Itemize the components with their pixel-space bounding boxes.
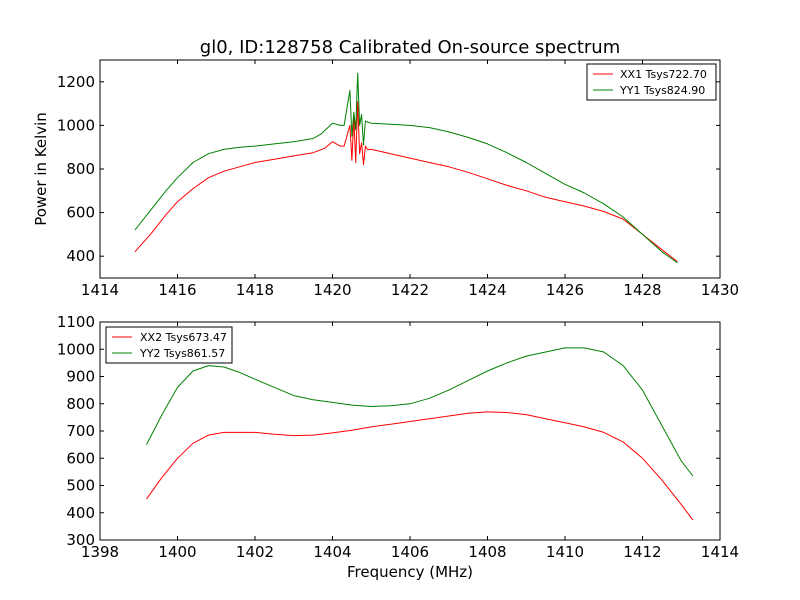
y-tick-label: 1100 bbox=[57, 313, 95, 331]
y-tick-label: 800 bbox=[66, 160, 95, 178]
legend-label-xx2: XX2 Tsys673.47 bbox=[140, 331, 227, 344]
x-tick-label: 1424 bbox=[468, 281, 506, 299]
x-tick-label: 1430 bbox=[701, 281, 739, 299]
x-tick-label: 1412 bbox=[623, 543, 661, 561]
x-tick-label: 1408 bbox=[468, 543, 506, 561]
y-tick-label: 500 bbox=[66, 477, 95, 495]
x-tick-label: 1414 bbox=[701, 543, 739, 561]
x-tick-label: 1400 bbox=[158, 543, 196, 561]
series-line-yy1 bbox=[134, 72, 678, 264]
x-tick-label: 1428 bbox=[623, 281, 661, 299]
y-tick-label: 1000 bbox=[57, 116, 95, 134]
y-tick-label: 600 bbox=[66, 449, 95, 467]
bottom-panel-legend: XX2 Tsys673.47 YY2 Tsys861.57 bbox=[105, 326, 233, 364]
x-tick-label: 1404 bbox=[313, 543, 351, 561]
legend-label-xx1: XX1 Tsys722.70 bbox=[620, 68, 707, 81]
x-tick-label: 1406 bbox=[391, 543, 429, 561]
series-line-xx1 bbox=[134, 100, 678, 262]
top-panel: 1414 1416 1418 1420 1422 1424 1426 1428 1430 400 6… bbox=[57, 59, 739, 299]
chart-title: gl0, ID:128758 Calibrated On-source spec… bbox=[200, 37, 620, 58]
y-axis-label: Power in Kelvin bbox=[32, 112, 50, 226]
y-tick-label: 700 bbox=[66, 422, 95, 440]
x-tick-label: 1402 bbox=[236, 543, 274, 561]
series-line-yy2 bbox=[146, 347, 694, 477]
x-tick-label: 1410 bbox=[546, 543, 584, 561]
y-tick-label: 400 bbox=[66, 504, 95, 522]
top-panel-legend: XX1 Tsys722.70 YY1 Tsys824.90 bbox=[586, 63, 717, 101]
legend-label-yy1: YY1 Tsys824.90 bbox=[619, 84, 705, 97]
bottom-panel-lines bbox=[146, 347, 694, 521]
x-tick-label: 1418 bbox=[236, 281, 274, 299]
top-legend-box bbox=[586, 63, 717, 101]
y-tick-label: 900 bbox=[66, 368, 95, 386]
top-panel-lines bbox=[134, 72, 678, 264]
y-tick-label: 800 bbox=[66, 395, 95, 413]
x-tick-label: 1414 bbox=[81, 281, 119, 299]
y-tick-label: 400 bbox=[66, 247, 95, 265]
y-tick-label: 1000 bbox=[57, 340, 95, 358]
x-tick-label: 1420 bbox=[313, 281, 351, 299]
y-tick-label: 1200 bbox=[57, 73, 95, 91]
bottom-panel-ticks: 1398 1400 1402 1404 1406 1408 1410 1412 1414 300 4… bbox=[57, 313, 739, 561]
series-line-xx2 bbox=[146, 411, 694, 521]
x-tick-label: 1426 bbox=[546, 281, 584, 299]
bottom-legend-box bbox=[105, 326, 233, 364]
x-axis-label: Frequency (MHz) bbox=[347, 563, 473, 581]
legend-label-yy2: YY2 Tsys861.57 bbox=[139, 347, 225, 360]
top-panel-ticks: 1414 1416 1418 1420 1422 1424 1426 1428 1430 400 6… bbox=[57, 60, 739, 299]
bottom-panel: 1398 1400 1402 1404 1406 1408 1410 1412 1414 300 4… bbox=[57, 313, 739, 561]
y-tick-label: 300 bbox=[66, 531, 95, 549]
x-tick-label: 1398 bbox=[81, 543, 119, 561]
y-tick-label: 600 bbox=[66, 204, 95, 222]
x-tick-label: 1416 bbox=[158, 281, 196, 299]
x-tick-label: 1422 bbox=[391, 281, 429, 299]
